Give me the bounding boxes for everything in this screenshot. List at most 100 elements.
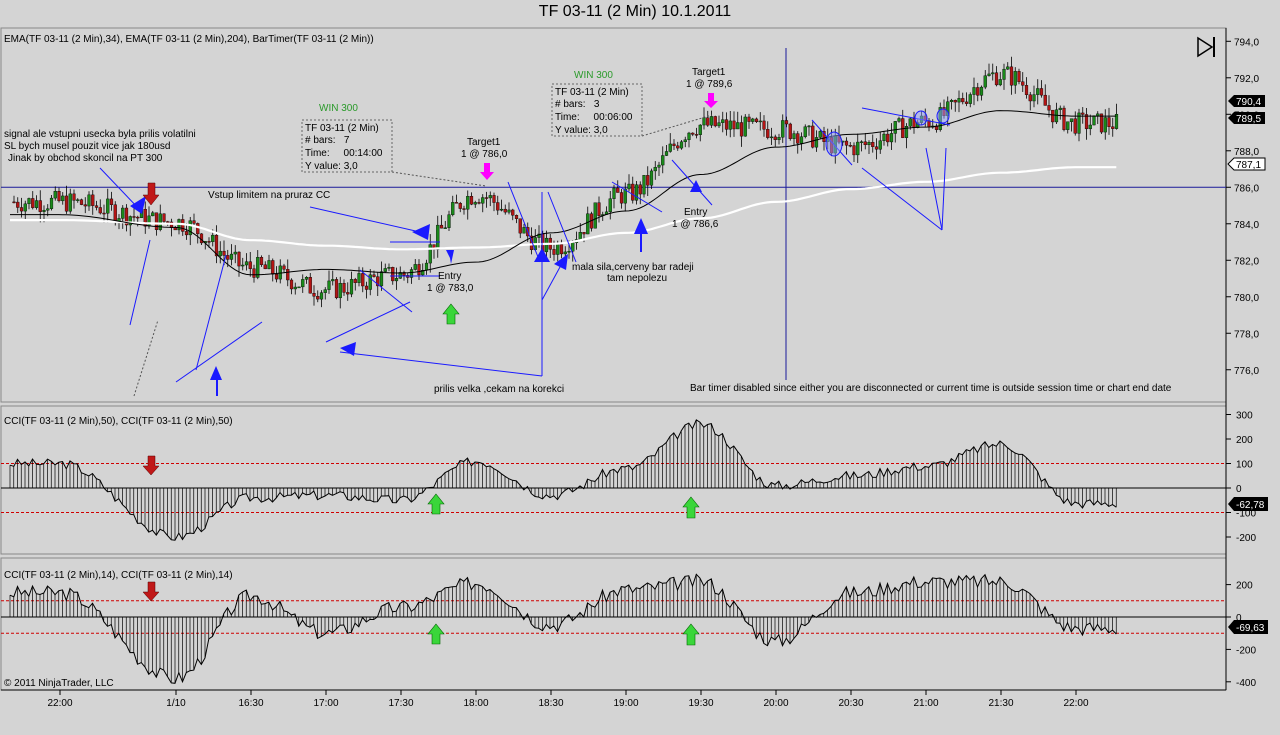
candle-body — [657, 164, 661, 168]
candle-body — [222, 250, 226, 256]
candle-body — [1077, 112, 1081, 134]
candle-body — [593, 202, 597, 229]
candle-body — [57, 191, 61, 202]
candle-body — [886, 133, 890, 143]
candle-body — [976, 87, 980, 96]
candle-body — [694, 134, 699, 136]
candle-body — [871, 142, 875, 147]
selection-circles[interactable] — [825, 108, 950, 157]
trade1-entry-price: 1 @ 783,0 — [427, 283, 474, 294]
candle-body — [972, 87, 976, 95]
candle-body — [454, 202, 459, 204]
candle-body — [214, 234, 219, 257]
candle-body — [1058, 107, 1062, 110]
candle-body — [979, 86, 984, 96]
candle-body — [803, 126, 807, 137]
candle-body — [248, 261, 252, 269]
trade-box-1[interactable] — [301, 119, 393, 173]
trade-box-2[interactable] — [551, 83, 643, 137]
skip-forward-icon[interactable] — [1197, 36, 1215, 58]
dotted-links — [133, 114, 713, 397]
candle-body — [417, 264, 421, 276]
candle-body — [649, 170, 654, 186]
candle-body — [481, 197, 485, 204]
candle-body — [668, 143, 672, 152]
candle-body — [848, 145, 852, 147]
candle-body — [571, 242, 575, 252]
candle-body — [331, 279, 335, 282]
candle-body — [391, 267, 395, 282]
candle-body — [1069, 118, 1074, 122]
cci50-tick-label: 0 — [1236, 484, 1242, 495]
candle-body — [788, 123, 792, 139]
candle-body — [16, 201, 20, 208]
candle-body — [664, 151, 669, 156]
cci14-tick-label: 0 — [1236, 613, 1242, 624]
candle-body — [949, 99, 954, 102]
candle-body — [874, 146, 879, 150]
trade1-entry-label: Entry — [438, 271, 461, 282]
candle-body — [998, 79, 1002, 86]
candle-body — [567, 250, 571, 253]
candle-body — [353, 279, 357, 283]
trade2-target-price: 1 @ 789,6 — [686, 79, 733, 90]
cci50-tick-label: 100 — [1236, 460, 1253, 471]
candle-body — [811, 125, 815, 148]
candle-body — [1107, 117, 1111, 127]
candle-body — [706, 117, 710, 126]
candle-body — [1013, 71, 1017, 86]
candle-body — [511, 209, 515, 216]
candle-body — [586, 213, 590, 235]
candle-body — [31, 198, 35, 208]
candle-body — [323, 289, 327, 293]
candle-body — [796, 133, 800, 144]
candle-body — [1081, 112, 1085, 115]
candle-body — [766, 129, 770, 138]
win-label-2: WIN 300 — [574, 70, 613, 81]
candle-body — [181, 219, 185, 232]
cci14-histogram — [9, 574, 1117, 684]
candle-body — [263, 264, 267, 270]
candle-body — [893, 121, 897, 134]
candle-body — [691, 132, 695, 135]
cci14-y-axis: 200 0 -200 -400 — [1226, 581, 1256, 689]
candle-body — [732, 120, 736, 130]
trade2-box-line4: Y value: 3,0 — [555, 125, 608, 136]
candle-body — [698, 124, 702, 135]
trade1-target-price: 1 @ 786,0 — [461, 149, 508, 160]
candle-body — [818, 131, 822, 138]
candle-body — [229, 253, 234, 260]
target-arrows — [480, 93, 718, 180]
candle-body — [301, 279, 305, 288]
candle-body — [743, 116, 747, 137]
x-tick-label: 22:00 — [1063, 698, 1088, 709]
x-tick-label: 21:30 — [988, 698, 1013, 709]
candle-body — [87, 194, 91, 207]
candle-body — [496, 202, 500, 211]
candle-body — [237, 251, 241, 267]
candle-body — [402, 272, 406, 276]
candle-body — [259, 257, 264, 265]
note-line-3: Jinak by obchod skoncil na PT 300 — [8, 153, 163, 164]
candle-body — [447, 214, 451, 228]
candle-body — [612, 187, 616, 199]
candle-body — [143, 209, 147, 227]
candle-body — [154, 212, 159, 230]
candle-body — [151, 212, 155, 217]
candle-body — [383, 268, 387, 272]
candle-body — [289, 279, 294, 290]
candle-body — [672, 143, 676, 147]
candle-body — [102, 212, 106, 215]
candle-body — [968, 94, 972, 104]
cci50-badge-text: -62,78 — [1236, 500, 1265, 511]
candle-body — [173, 227, 177, 231]
note-line-1: signal ale vstupni usecka byla prilis vo… — [4, 129, 196, 140]
candle-body — [1066, 121, 1070, 130]
candle-body — [957, 98, 961, 103]
candle-body — [762, 120, 766, 130]
candle-body — [623, 188, 627, 204]
candle-body — [559, 244, 564, 255]
candle-body — [702, 117, 706, 126]
candle-body — [1096, 113, 1100, 116]
